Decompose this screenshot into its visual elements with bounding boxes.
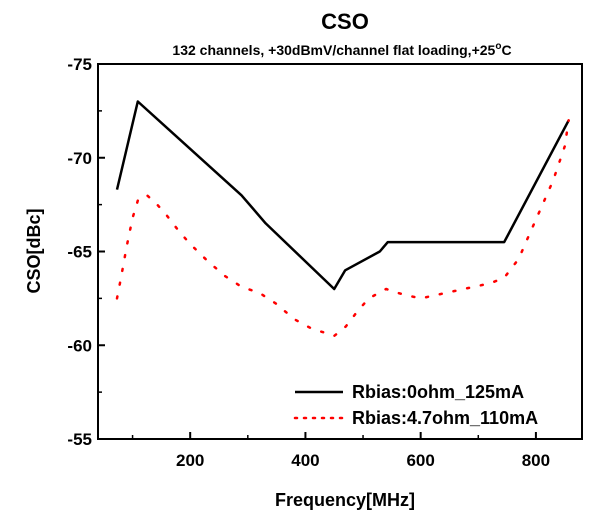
x-axis: 200 400 600 800 <box>131 432 550 470</box>
y-tick-label: -65 <box>67 243 92 262</box>
y-tick-label: -70 <box>67 149 92 168</box>
chart-subtitle-main: 132 channels, +30dBmV/channel flat loadi… <box>172 42 495 58</box>
legend-label-series-2: Rbias:4.7ohm_110mA <box>352 408 538 428</box>
chart-subtitle-unit: C <box>501 42 511 58</box>
chart-title: CSO <box>321 9 369 34</box>
x-tick-label: 200 <box>176 451 204 470</box>
chart-subtitle-degree: o <box>495 41 501 52</box>
y-tick-label: -60 <box>67 336 92 355</box>
y-tick-label: -75 <box>67 55 92 74</box>
x-tick-label: 800 <box>522 451 550 470</box>
chart-subtitle: 132 channels, +30dBmV/channel flat loadi… <box>172 41 511 58</box>
x-tick-label: 400 <box>291 451 319 470</box>
y-axis: -75 -70 -65 -60 -55 <box>67 55 105 449</box>
series-line-2 <box>115 119 570 338</box>
series-layer <box>115 100 570 338</box>
x-axis-label: Frequency[MHz] <box>275 490 415 510</box>
x-tick-label: 600 <box>406 451 434 470</box>
y-tick-label: -55 <box>67 430 92 449</box>
series-line-1 <box>115 100 570 291</box>
y-axis-label: CSO[dBc] <box>24 209 44 294</box>
legend: Rbias:0ohm_125mA Rbias:4.7ohm_110mA <box>293 382 538 428</box>
legend-label-series-1: Rbias:0ohm_125mA <box>352 382 524 402</box>
